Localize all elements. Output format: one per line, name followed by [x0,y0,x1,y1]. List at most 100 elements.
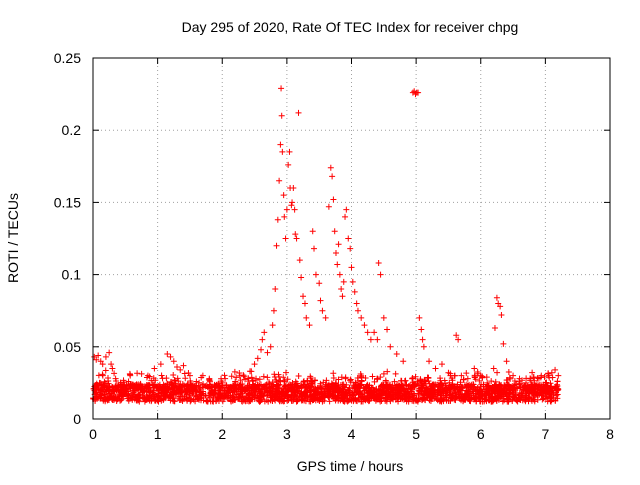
data-point [353,300,360,307]
data-point [228,373,235,380]
data-point [221,372,228,379]
data-point [92,388,99,395]
data-point [411,383,418,390]
data-point [164,380,171,387]
data-point [264,374,271,381]
data-point [529,369,536,376]
y-tick-label: 0.2 [62,122,82,138]
data-point [216,391,223,398]
data-point [382,397,389,404]
data-point [530,374,537,381]
data-point [294,383,301,390]
data-point [199,381,206,388]
data-point [198,394,205,401]
data-point [348,264,355,271]
data-point [323,377,330,384]
data-point [500,395,507,402]
data-point [224,388,231,395]
data-point [419,336,426,343]
data-point [112,394,119,401]
data-point [137,380,144,387]
data-point [290,387,297,394]
data-point [311,245,318,252]
data-point [448,382,455,389]
data-point [151,365,158,372]
data-point [421,378,428,385]
data-point [297,383,304,390]
data-point [442,382,449,389]
data-point [167,353,174,360]
data-point [309,228,316,235]
data-point [330,387,337,394]
data-point [412,91,419,98]
x-tick-label: 0 [89,426,97,442]
data-point [552,366,559,373]
data-point [95,352,102,359]
data-point [293,393,300,400]
data-point [274,387,281,394]
data-point [298,395,305,402]
data-point [148,377,155,384]
data-point [268,382,275,389]
data-point [196,379,203,386]
data-point [116,394,123,401]
data-point [488,398,495,405]
data-point [309,378,316,385]
data-point [167,397,174,404]
data-point [230,388,237,395]
data-point [331,228,338,235]
data-point [436,398,443,405]
data-point [269,383,276,390]
data-point [395,384,402,391]
data-point [370,389,377,396]
data-point [319,307,326,314]
data-point [295,109,302,116]
y-tick-label: 0.25 [54,50,81,66]
data-point [256,398,263,405]
data-point [134,370,141,377]
data-point [486,391,493,398]
data-point [482,395,489,402]
data-point [184,397,191,404]
data-point [545,389,552,396]
data-point [279,148,286,155]
data-point [352,380,359,387]
data-point [106,349,113,356]
data-point [547,384,554,391]
y-axis-label: ROTI / TECUs [5,193,21,283]
data-point [133,381,140,388]
data-point [471,365,478,372]
data-point [164,351,171,358]
data-point [467,383,474,390]
data-point [293,235,300,242]
data-point [239,390,246,397]
data-point [332,397,339,404]
data-point [488,378,495,385]
data-point [388,395,395,402]
data-point [271,373,278,380]
data-point [475,394,482,401]
data-point [92,382,99,389]
data-point [440,386,447,393]
data-point [235,384,242,391]
data-point [158,372,165,379]
data-point [533,391,540,398]
data-point [258,346,265,353]
y-tick-label: 0 [73,411,81,427]
data-point [380,314,387,321]
data-point [318,388,325,395]
data-point [213,394,220,401]
data-point [351,288,358,295]
data-point [519,377,526,384]
data-point [317,384,324,391]
data-point [354,375,361,382]
data-point [330,375,337,382]
data-point [342,375,349,382]
data-point [152,397,159,404]
data-point [376,396,383,403]
data-point [290,184,297,191]
data-point [101,391,108,398]
data-point [335,392,342,399]
data-point [276,177,283,184]
data-point [485,382,492,389]
